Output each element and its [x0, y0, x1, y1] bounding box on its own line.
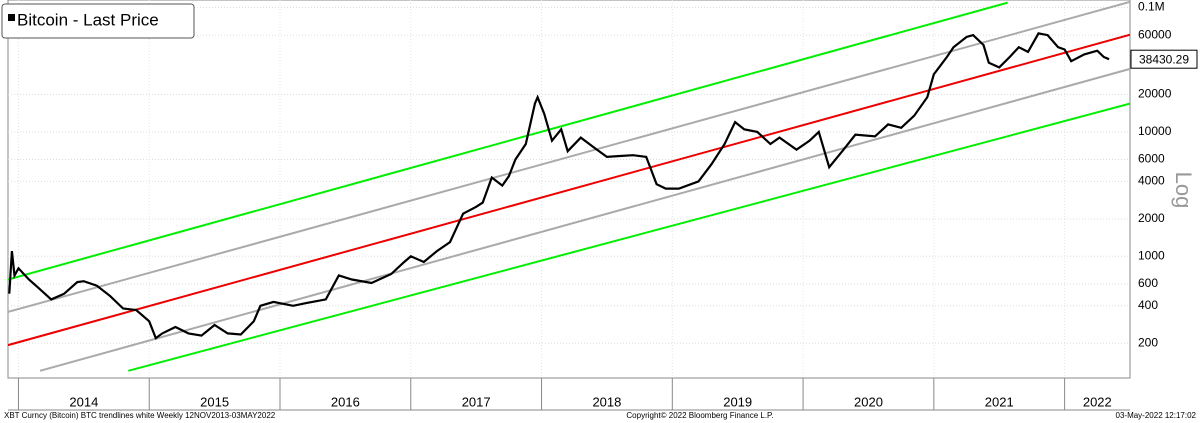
legend-label: Bitcoin - Last Price — [17, 10, 159, 29]
footer-right: 03-May-2022 12:17:02 — [1116, 411, 1197, 420]
legend-box — [1, 3, 195, 39]
x-tick-label: 2016 — [331, 394, 360, 409]
y-tick-label: 4000 — [1138, 174, 1165, 188]
y-tick-label: 1000 — [1138, 248, 1165, 262]
y-tick-label: 10000 — [1138, 124, 1172, 138]
last-price-label: 38430.29 — [1139, 52, 1189, 66]
footer-center: Copyright© 2022 Bloomberg Finance L.P. — [626, 411, 773, 420]
x-tick-label: 2018 — [592, 394, 621, 409]
y-tick-label: 200 — [1138, 335, 1158, 349]
line — [128, 102, 1130, 372]
x-tick-label: 2021 — [985, 394, 1014, 409]
x-tick-label: 2022 — [1083, 394, 1112, 409]
footer-left: XBT Curncy (Bitcoin) BTC trendlines whit… — [4, 411, 276, 420]
last-price-box — [1130, 49, 1198, 69]
y-axis-label: Log — [1171, 172, 1196, 209]
line — [8, 0, 1130, 313]
y-tick-label: 0.1M — [1138, 0, 1165, 14]
line — [8, 1, 1008, 281]
x-tick-label: 2019 — [723, 394, 752, 409]
x-tick-label: 2020 — [854, 394, 883, 409]
x-tick-label: 2014 — [69, 394, 98, 409]
x-tick-label: 2015 — [200, 394, 229, 409]
plot — [8, 0, 1130, 378]
line — [8, 33, 1130, 347]
line — [39, 67, 1130, 372]
line — [8, 32, 1110, 340]
y-tick-label: 400 — [1138, 298, 1158, 312]
x-tick-label: 2017 — [462, 394, 491, 409]
legend-swatch — [8, 14, 15, 21]
y-tick-label: 600 — [1138, 276, 1158, 290]
y-tick-label: 2000 — [1138, 211, 1165, 225]
y-tick-label: 20000 — [1138, 87, 1172, 101]
y-tick-label: 60000 — [1138, 27, 1172, 41]
y-tick-label: 6000 — [1138, 152, 1165, 166]
